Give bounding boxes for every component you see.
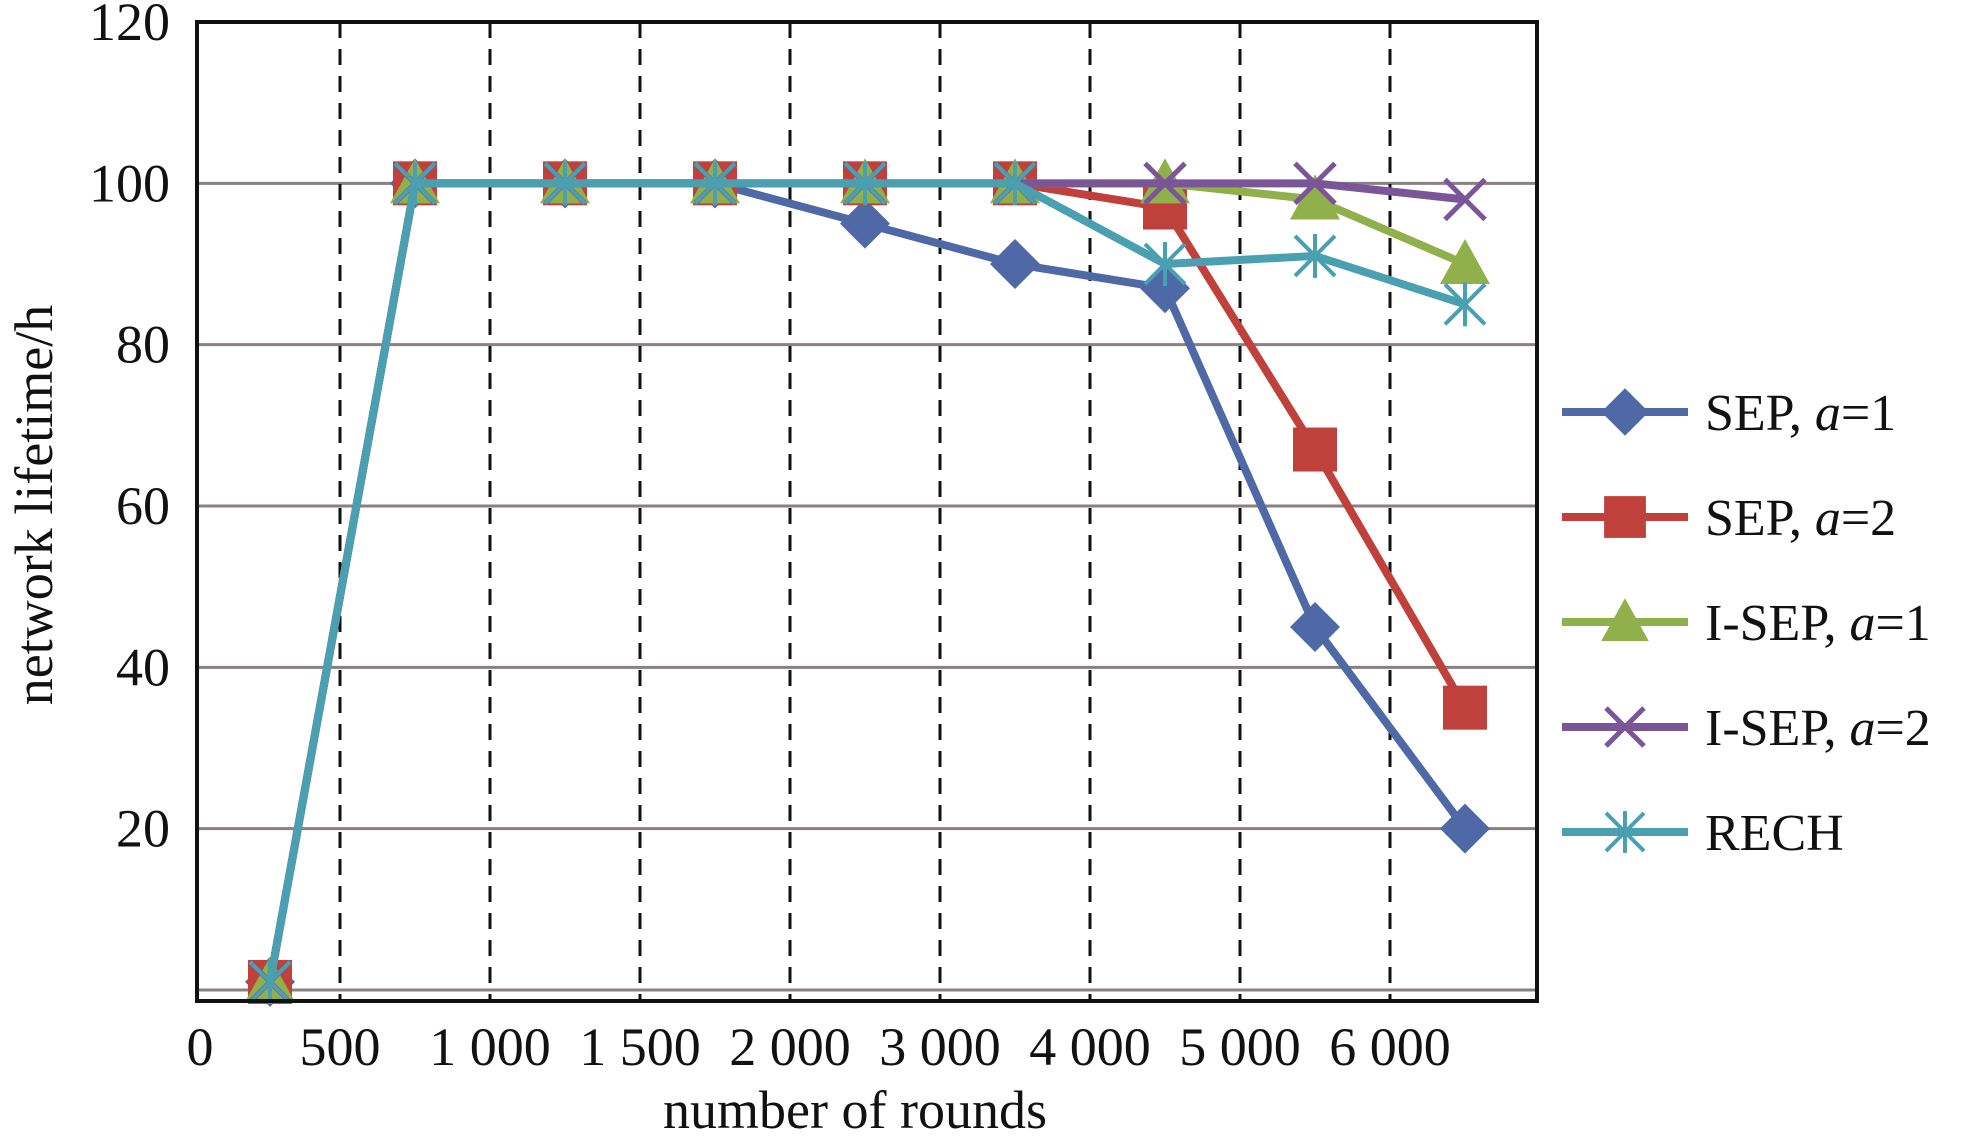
legend-item: SEP, a=1: [1562, 385, 1896, 442]
data-point: [840, 198, 890, 249]
data-point: [843, 161, 887, 206]
x-tick-label: 1 500: [579, 1017, 701, 1077]
data-point: [1293, 161, 1337, 206]
y-tick-label: 80: [116, 315, 170, 375]
series-1: [248, 161, 1487, 1004]
y-tick-label: 60: [116, 476, 170, 536]
x-tick-label: 4 000: [1029, 1017, 1151, 1077]
series-4: [248, 161, 1487, 1004]
legend-label-value: =1: [1841, 385, 1896, 442]
series-layer: [245, 158, 1490, 1007]
x-tick-label: 2 000: [729, 1017, 851, 1077]
legend-label-param: a: [1815, 385, 1841, 442]
data-point: [993, 161, 1037, 206]
x-tick-label: 0: [187, 1017, 214, 1077]
legend-label-param: a: [1849, 700, 1875, 757]
x-tick-labels: 0 500 1 000 1 500 2 000 3 000 4 000 5 000 6 000: [187, 1017, 1451, 1077]
series-line: [266, 179, 1467, 983]
series-3: [248, 161, 1487, 1004]
data-point: [393, 161, 437, 206]
y-tick-label: 40: [116, 637, 170, 697]
legend-label-param: a: [1849, 595, 1875, 652]
series-0: [245, 158, 1490, 1007]
data-point: [1143, 242, 1187, 286]
data-point: [1443, 282, 1487, 327]
legend-swatch-marker: [1604, 706, 1646, 748]
data-point: [1440, 803, 1490, 854]
series-line: [266, 179, 1466, 983]
data-point: [1290, 174, 1340, 220]
legend-label-text: RECH: [1705, 805, 1844, 862]
legend-item: I-SEP, a=1: [1562, 595, 1931, 652]
data-point: [1293, 233, 1337, 278]
legend-label-text: I-SEP,: [1705, 595, 1849, 652]
x-tick-label: 500: [300, 1017, 381, 1077]
x-axis-title: number of rounds: [663, 1080, 1047, 1140]
series-2: [245, 158, 1490, 1002]
data-point: [1293, 427, 1337, 472]
legend-label-value: =1: [1875, 595, 1930, 652]
legend-label: SEP, a=1: [1705, 385, 1896, 442]
data-point: [1443, 685, 1487, 730]
data-point: [693, 161, 737, 206]
y-tick-label: 100: [89, 153, 170, 213]
legend-swatch-marker: [1601, 598, 1649, 641]
legend-label-text: SEP,: [1705, 490, 1815, 547]
series-line: [266, 179, 1469, 983]
legend-item: SEP, a=2: [1562, 490, 1896, 547]
legend-label: I-SEP, a=2: [1705, 700, 1931, 757]
legend-swatch-marker: [1604, 811, 1646, 853]
legend-label-param: a: [1815, 490, 1841, 547]
series-line: [266, 179, 1469, 983]
legend-label-value: =2: [1841, 490, 1896, 547]
data-point: [1443, 177, 1487, 222]
data-point: [248, 959, 292, 1004]
legend-label: I-SEP, a=1: [1705, 595, 1931, 652]
x-tick-label: 6 000: [1329, 1017, 1451, 1077]
data-point: [1440, 239, 1490, 284]
legend-swatch-marker: [1604, 496, 1646, 538]
data-point: [543, 161, 587, 206]
legend-label-text: SEP,: [1705, 385, 1815, 442]
data-point: [1143, 161, 1187, 206]
legend-label: RECH: [1705, 805, 1844, 862]
plot-frame: [195, 20, 1539, 1003]
legend-label-text: I-SEP,: [1705, 700, 1849, 757]
y-tick-label: 20: [116, 799, 170, 859]
data-point: [1290, 602, 1340, 652]
y-tick-labels: 20 40 60 80 100 120: [89, 0, 170, 859]
y-axis-title: network lifetime/h: [4, 305, 64, 705]
series-line: [266, 179, 1467, 983]
data-point: [990, 239, 1040, 289]
legend-swatch-marker: [1601, 388, 1649, 436]
legend-item: I-SEP, a=2: [1562, 700, 1931, 757]
y-tick-label: 120: [89, 0, 170, 52]
x-tick-label: 5 000: [1179, 1017, 1301, 1077]
legend-label: SEP, a=2: [1705, 490, 1896, 547]
legend-label-value: =2: [1875, 700, 1930, 757]
x-tick-label: 1 000: [429, 1017, 551, 1077]
legend-item: RECH: [1562, 805, 1844, 862]
x-tick-label: 3 000: [879, 1017, 1001, 1077]
